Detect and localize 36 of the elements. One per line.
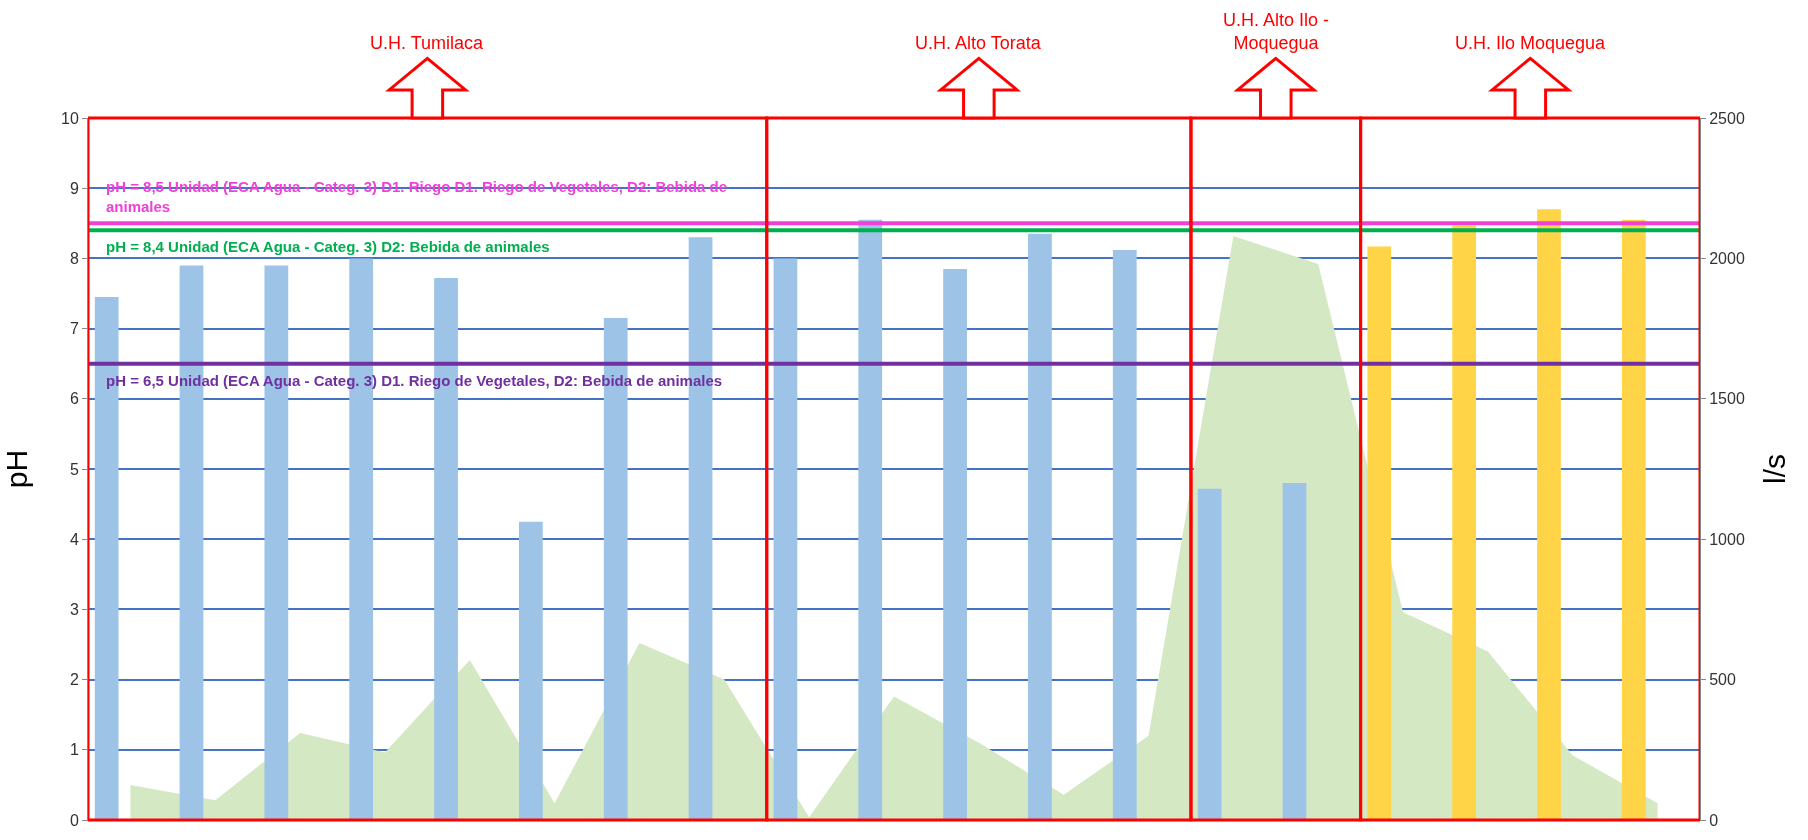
- y-tick-label: 1: [69, 741, 79, 759]
- y-tick-label: 9: [69, 179, 79, 197]
- bar: [519, 521, 543, 820]
- y2-tick-label: 0: [1709, 811, 1719, 829]
- bar: [1028, 233, 1052, 820]
- text: U.H. Tumilaca: [370, 33, 485, 53]
- y2-tick-label: 2500: [1709, 109, 1745, 127]
- text: U.H. Ilo Moquegua: [1455, 33, 1607, 53]
- y-tick-label: 5: [69, 460, 79, 478]
- bar: [1197, 488, 1222, 820]
- y-tick-label: 8: [69, 250, 79, 267]
- bar: [1367, 246, 1392, 820]
- bar: [943, 268, 967, 820]
- y2-axis-title: l/s: [1758, 454, 1791, 484]
- bar: [1452, 225, 1477, 820]
- text: U.H. Alto Ilo - Moquegua: [1223, 10, 1330, 54]
- bar: [1282, 483, 1307, 820]
- y2-tick-label: 1000: [1709, 530, 1745, 548]
- y-tick-label: 3: [69, 601, 79, 618]
- bar: [1621, 219, 1646, 820]
- y2-tick-label: 1500: [1709, 390, 1745, 408]
- y-tick-label: 10: [61, 109, 79, 127]
- bar: [1537, 209, 1561, 820]
- y2-tick-label: 500: [1709, 671, 1736, 689]
- ref-line-label: pH = 8,4 Unidad (ECA Agua - Categ. 3) D2: Bebida de animales: [106, 238, 550, 255]
- y-tick-label: 2: [69, 671, 79, 689]
- y-tick-label: 4: [69, 530, 79, 548]
- bar: [858, 219, 883, 820]
- y2-tick-label: 2000: [1709, 250, 1745, 267]
- bar: [773, 258, 798, 820]
- text: U.H. Alto Torata: [915, 33, 1042, 53]
- bar: [1112, 249, 1137, 820]
- y-tick-label: 0: [69, 811, 79, 829]
- y-axis-title: pH: [0, 449, 33, 489]
- y-tick-label: 6: [69, 390, 79, 408]
- y-tick-label: 7: [69, 320, 79, 338]
